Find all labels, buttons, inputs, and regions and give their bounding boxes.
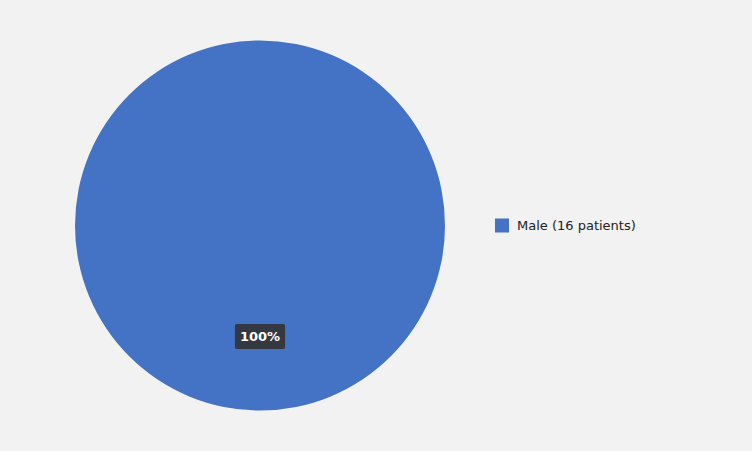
pie-slice bbox=[75, 41, 445, 411]
chart-container: 100% Male (16 patients) bbox=[0, 0, 752, 451]
data-label-group: 100% bbox=[235, 324, 285, 349]
data-label: 100% bbox=[240, 329, 280, 344]
chart-svg: 100% Male (16 patients) bbox=[0, 0, 752, 451]
legend: Male (16 patients) bbox=[495, 218, 636, 233]
legend-swatch bbox=[495, 219, 509, 233]
slices bbox=[75, 41, 445, 411]
background bbox=[0, 0, 752, 451]
legend-label: Male (16 patients) bbox=[517, 218, 636, 233]
data-label-box bbox=[235, 324, 285, 349]
data-labels: 100% bbox=[235, 324, 285, 349]
